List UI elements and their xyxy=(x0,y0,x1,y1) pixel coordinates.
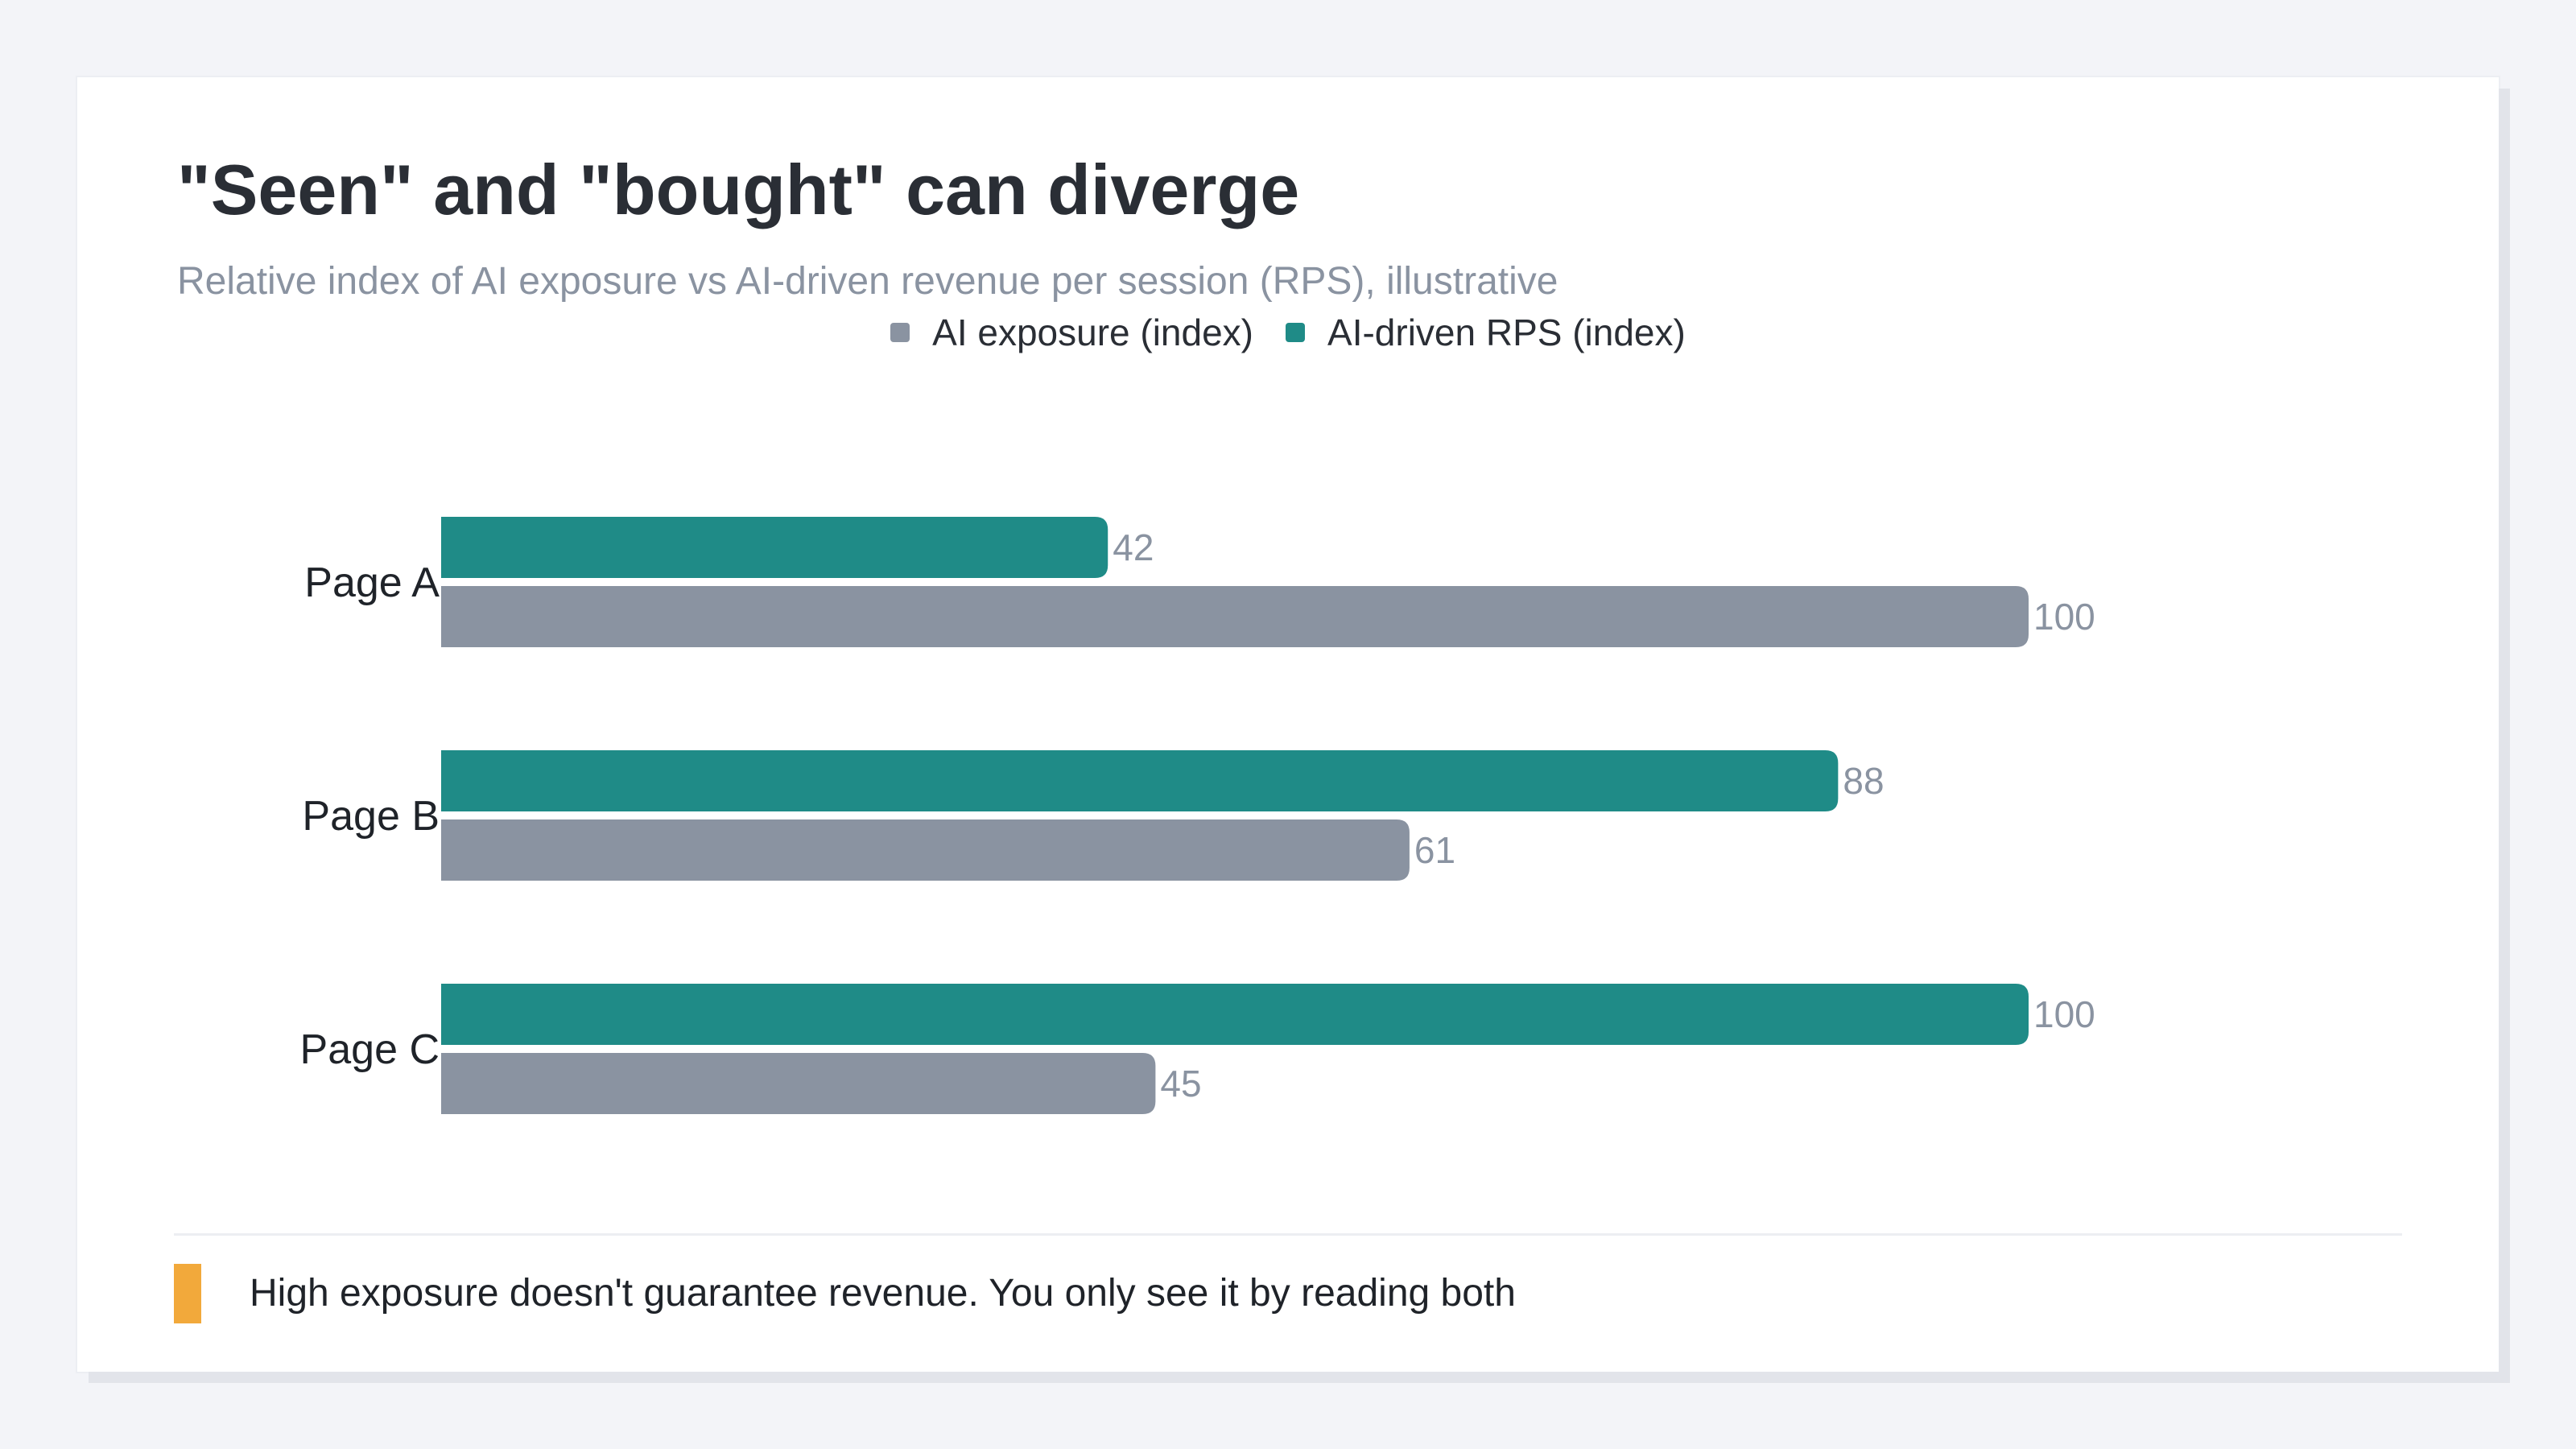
bar-exposure xyxy=(441,586,2029,647)
chart-legend: AI exposure (index) AI-driven RPS (index… xyxy=(77,308,2499,357)
legend-item-exposure: AI exposure (index) xyxy=(890,308,1253,357)
bar-rps xyxy=(441,984,2029,1045)
note-text: High exposure doesn't guarantee revenue.… xyxy=(250,1272,1516,1315)
legend-label-rps: AI-driven RPS (index) xyxy=(1327,312,1686,353)
bar-chart: Page A 42 100 Page B 88 61 Page C 100 45 xyxy=(300,517,2095,1114)
chart-subtitle: Relative index of AI exposure vs AI-driv… xyxy=(177,260,1558,303)
note-accent-bar xyxy=(174,1264,201,1323)
data-label: 100 xyxy=(2033,596,2095,638)
legend-item-rps: AI-driven RPS (index) xyxy=(1286,308,1686,357)
category-label: Page B xyxy=(302,793,440,840)
divider xyxy=(174,1233,2402,1236)
bar-exposure xyxy=(441,1053,1156,1114)
legend-swatch-exposure xyxy=(890,323,910,342)
bar-exposure xyxy=(441,819,1410,881)
data-label: 88 xyxy=(1843,760,1884,802)
legend-swatch-rps xyxy=(1286,323,1306,342)
chart-card: "Seen" and "bought" can diverge Relative… xyxy=(77,77,2499,1372)
category-label: Page C xyxy=(300,1026,440,1073)
chart-title: "Seen" and "bought" can diverge xyxy=(177,150,1300,229)
bar-rps xyxy=(441,517,1108,578)
data-label: 61 xyxy=(1414,829,1455,871)
data-label: 100 xyxy=(2033,993,2095,1035)
data-label: 42 xyxy=(1113,526,1154,568)
legend-label-exposure: AI exposure (index) xyxy=(932,312,1254,353)
bar-rps xyxy=(441,750,1839,811)
data-label: 45 xyxy=(1160,1063,1201,1104)
category-label: Page A xyxy=(304,559,440,606)
